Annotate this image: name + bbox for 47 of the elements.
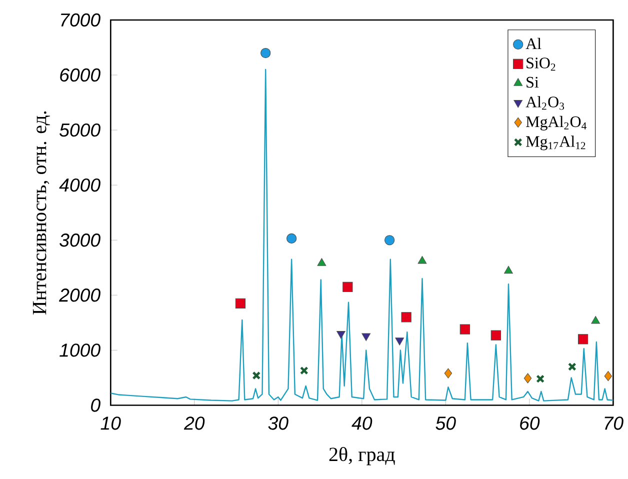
- line-series: [110, 69, 614, 402]
- point: [568, 362, 576, 372]
- y-tick-label: 3000: [60, 234, 100, 247]
- point: [384, 235, 395, 246]
- point: [604, 371, 612, 382]
- legend-label: SiO$_{2}$: [526, 58, 556, 71]
- point: [395, 338, 404, 346]
- y-tick-label: 6000: [60, 68, 100, 82]
- point: [490, 330, 501, 341]
- x-tick-label: 20: [184, 416, 205, 430]
- point: [401, 312, 412, 322]
- x-tick-label: 70: [604, 416, 624, 430]
- point: [252, 372, 261, 380]
- x-tick-label: 30: [268, 416, 288, 430]
- x-axis-title: 2θ, град: [329, 447, 395, 466]
- point: [578, 334, 588, 344]
- point: [524, 373, 532, 384]
- y-tick-label: 0: [91, 398, 100, 412]
- point: [362, 333, 371, 342]
- legend-label: MgAl$_{2}$O$_{4}$: [526, 116, 586, 131]
- point: [260, 48, 271, 58]
- legend-label: Mg$_{17}$Al$_{12}$: [526, 136, 586, 150]
- legend-label: Al: [526, 38, 542, 50]
- point: [460, 324, 470, 335]
- point: [342, 282, 353, 292]
- y-tick-label: 7000: [61, 14, 100, 27]
- x-tick-label: 50: [436, 416, 456, 430]
- y-tick-label: 5000: [60, 124, 100, 137]
- y-axis-title: Интенсивность, отн. ед.: [32, 112, 50, 315]
- point: [591, 316, 600, 324]
- y-tick-label: 1000: [60, 344, 100, 358]
- x-tick-label: 60: [520, 416, 540, 430]
- point: [235, 298, 246, 309]
- y-tick-label: 4000: [59, 178, 100, 192]
- point: [536, 374, 545, 384]
- y-tick-label: 2000: [58, 288, 100, 302]
- x-tick-label: 10: [100, 416, 121, 430]
- point: [444, 368, 452, 379]
- point: [504, 266, 513, 274]
- point: [286, 234, 297, 244]
- x-tick-label: 40: [352, 416, 372, 430]
- legend-label: Si: [526, 77, 539, 88]
- point: [336, 331, 346, 339]
- legend-label: Al$_{2}$O$_{3}$: [526, 96, 564, 110]
- point: [317, 258, 326, 266]
- point: [300, 366, 308, 375]
- point: [418, 256, 427, 264]
